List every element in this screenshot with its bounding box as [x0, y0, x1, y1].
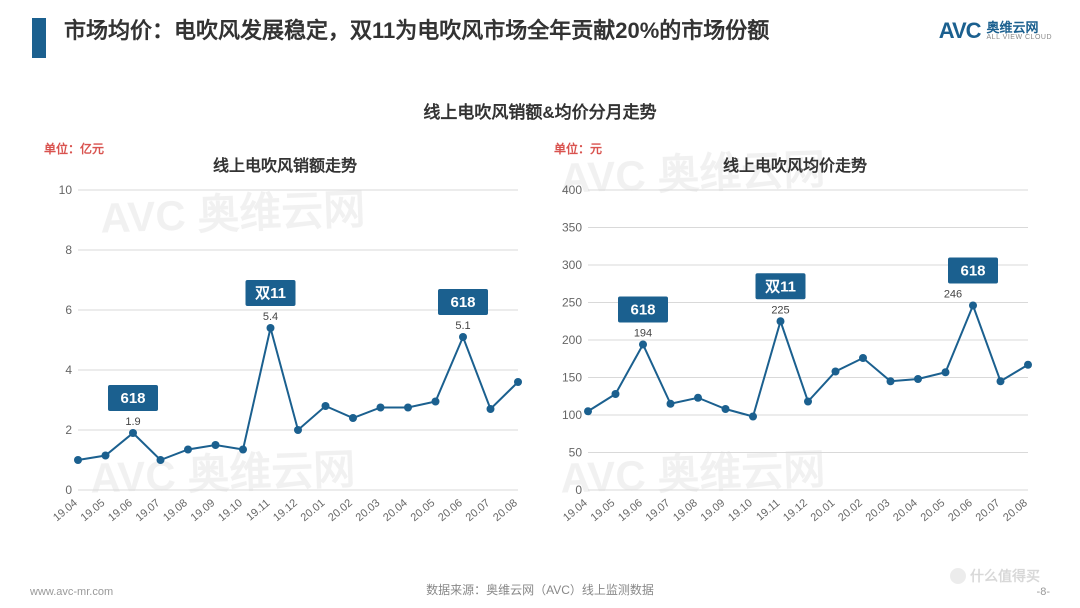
svg-text:5.4: 5.4	[263, 311, 278, 323]
svg-text:20.05: 20.05	[409, 497, 438, 524]
svg-text:19.10: 19.10	[726, 497, 755, 524]
svg-text:20.02: 20.02	[836, 497, 865, 524]
svg-text:300: 300	[562, 258, 582, 272]
svg-text:19.04: 19.04	[51, 497, 80, 524]
svg-text:20.07: 20.07	[974, 497, 1003, 524]
svg-text:6: 6	[65, 303, 72, 317]
svg-text:20.08: 20.08	[491, 497, 520, 524]
svg-text:8: 8	[65, 243, 72, 257]
svg-text:20.02: 20.02	[326, 497, 355, 524]
svg-text:20.01: 20.01	[809, 497, 838, 524]
svg-text:20.01: 20.01	[299, 497, 328, 524]
svg-text:0: 0	[65, 483, 72, 497]
svg-text:19.04: 19.04	[561, 497, 590, 524]
svg-text:400: 400	[562, 183, 582, 197]
footer-row: www.avc-mr.com -8-	[0, 586, 1080, 598]
svg-text:20.07: 20.07	[464, 497, 493, 524]
svg-text:194: 194	[634, 328, 652, 340]
svg-text:618: 618	[450, 294, 475, 311]
svg-text:19.08: 19.08	[161, 497, 190, 524]
svg-text:50: 50	[569, 446, 583, 460]
svg-text:100: 100	[562, 408, 582, 422]
page-title: 市场均价：电吹风发展稳定，双11为电吹风市场全年贡献20%的市场份额	[64, 16, 864, 46]
price-line-chart: 05010015020025030035040019.0419.0519.061…	[550, 170, 1040, 550]
svg-text:150: 150	[562, 371, 582, 385]
svg-text:20.05: 20.05	[919, 497, 948, 524]
svg-text:618: 618	[960, 263, 985, 280]
svg-text:20.04: 20.04	[381, 497, 410, 524]
svg-text:350: 350	[562, 221, 582, 235]
svg-text:双11: 双11	[255, 285, 286, 302]
svg-text:19.09: 19.09	[189, 497, 218, 524]
svg-text:200: 200	[562, 333, 582, 347]
svg-text:225: 225	[771, 304, 789, 316]
svg-text:19.10: 19.10	[216, 497, 245, 524]
svg-text:246: 246	[944, 289, 962, 301]
svg-text:5.1: 5.1	[455, 320, 470, 332]
svg-text:10: 10	[59, 183, 73, 197]
logo-mark: AVC	[939, 18, 981, 44]
svg-text:20.03: 20.03	[864, 497, 893, 524]
bottom-watermark: 什么值得买	[950, 566, 1040, 586]
svg-text:19.08: 19.08	[671, 497, 700, 524]
sales-line-chart: 024681019.0419.0519.0619.0719.0819.0919.…	[40, 170, 530, 550]
svg-text:19.05: 19.05	[589, 497, 618, 524]
header-accent-bar	[36, 18, 46, 58]
svg-text:20.06: 20.06	[436, 497, 465, 524]
footer-page: -8-	[1037, 586, 1050, 598]
footer-url: www.avc-mr.com	[30, 586, 113, 598]
svg-text:1.9: 1.9	[125, 416, 140, 428]
logo-cn: 奥维云网	[987, 21, 1052, 34]
svg-text:19.06: 19.06	[616, 497, 645, 524]
svg-text:618: 618	[120, 390, 145, 407]
svg-text:19.09: 19.09	[699, 497, 728, 524]
svg-text:618: 618	[630, 302, 655, 319]
svg-text:20.08: 20.08	[1001, 497, 1030, 524]
svg-text:20.04: 20.04	[891, 497, 920, 524]
charts-row: 单位：亿元 线上电吹风销额走势 024681019.0419.0519.0619…	[40, 130, 1040, 550]
smzdm-icon	[950, 568, 966, 584]
bottom-watermark-text: 什么值得买	[970, 566, 1040, 586]
svg-text:双11: 双11	[765, 278, 796, 295]
svg-text:19.11: 19.11	[244, 497, 272, 523]
brand-logo: AVC 奥维云网 ALL VIEW CLOUD	[939, 18, 1052, 44]
sales-chart-panel: 单位：亿元 线上电吹风销额走势 024681019.0419.0519.0619…	[40, 130, 530, 550]
svg-text:19.07: 19.07	[644, 497, 673, 524]
svg-text:4: 4	[65, 363, 72, 377]
svg-text:20.06: 20.06	[946, 497, 975, 524]
svg-text:19.06: 19.06	[106, 497, 135, 524]
svg-text:19.11: 19.11	[754, 497, 782, 523]
svg-text:19.12: 19.12	[271, 497, 300, 524]
svg-text:250: 250	[562, 296, 582, 310]
svg-text:19.07: 19.07	[134, 497, 163, 524]
logo-en: ALL VIEW CLOUD	[987, 34, 1052, 41]
chart-group-title: 线上电吹风销额&均价分月走势	[0, 98, 1080, 123]
svg-text:19.05: 19.05	[79, 497, 108, 524]
price-chart-panel: 单位：元 线上电吹风均价走势 0501001502002503003504001…	[550, 130, 1040, 550]
svg-text:20.03: 20.03	[354, 497, 383, 524]
svg-text:0: 0	[575, 483, 582, 497]
svg-text:2: 2	[65, 423, 72, 437]
svg-text:19.12: 19.12	[781, 497, 810, 524]
